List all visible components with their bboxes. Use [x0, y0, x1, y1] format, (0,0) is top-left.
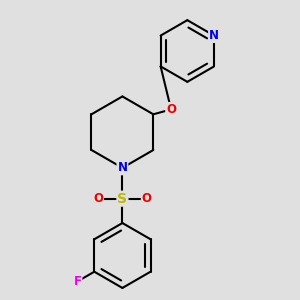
Text: S: S — [117, 192, 128, 206]
Text: O: O — [166, 103, 176, 116]
Text: O: O — [142, 192, 152, 205]
Text: F: F — [74, 275, 81, 288]
Text: N: N — [209, 29, 219, 42]
Text: O: O — [93, 192, 103, 205]
Text: N: N — [117, 161, 128, 174]
